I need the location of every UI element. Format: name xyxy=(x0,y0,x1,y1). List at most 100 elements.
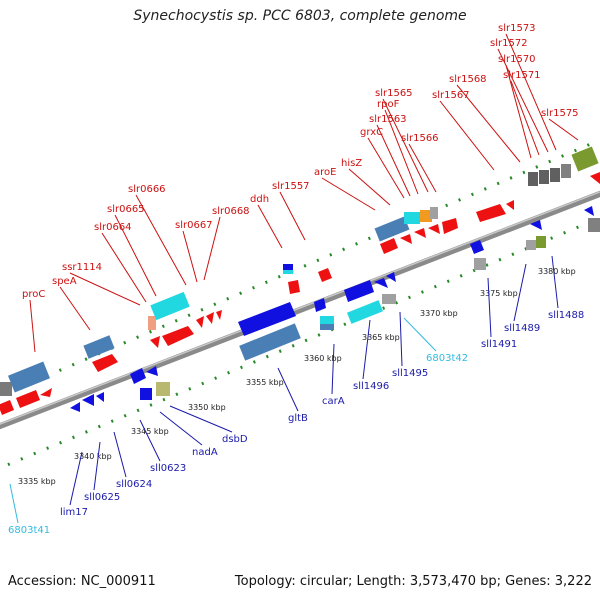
label-leader-slr1572 xyxy=(497,48,549,153)
gene-label-sll1495: sll1495 xyxy=(392,368,428,379)
gene-label-slr0664: slr0664 xyxy=(94,222,132,233)
label-leader-sll1495 xyxy=(399,311,403,367)
gene-label-sll1496: sll1496 xyxy=(353,381,389,392)
gene-label-gltb: gltB xyxy=(288,413,308,424)
gene-arrow-12 xyxy=(380,238,398,254)
gene-block-gray-1 xyxy=(430,207,438,219)
gene-label-proc: proC xyxy=(22,289,45,300)
gene-block-gray-left xyxy=(0,382,12,396)
label-leader-aroe xyxy=(321,177,376,211)
rev-arrow-10 xyxy=(386,272,396,282)
rev-arrow-9 xyxy=(374,278,388,288)
gene-block-gray-4 xyxy=(550,168,560,182)
label-leader-slr1568 xyxy=(456,84,521,163)
gene-block-gray-2 xyxy=(528,172,538,186)
label-leader-sll0624 xyxy=(113,431,127,478)
upper-gene-shapes xyxy=(0,146,600,415)
label-leader-slr1573 xyxy=(505,33,557,151)
gene-block-orange xyxy=(420,210,432,222)
rev-arrow-7 xyxy=(314,298,326,312)
rev-arrow-4 xyxy=(130,368,146,384)
scale-labels: 3335 kbp 3340 kbp 3345 kbp 3350 kbp 3355 kbp… xyxy=(18,267,576,486)
label-leader-lim17 xyxy=(69,451,83,506)
gene-arrow-18 xyxy=(506,200,514,210)
label-leader-sll1489 xyxy=(513,263,527,322)
accession-text: Accession: NC_000911 xyxy=(8,574,156,589)
gene-arrow-16 xyxy=(442,218,458,234)
label-leader-sll1491 xyxy=(487,277,492,338)
gene-label-slr1565: slr1565 xyxy=(375,88,413,99)
scale-label-3340-kbp: 3340 kbp xyxy=(74,452,112,461)
gene-label-grxc: grxC xyxy=(360,127,383,138)
gene-label-ddh: ddh xyxy=(250,194,269,205)
rev-block-olive xyxy=(156,382,170,396)
rev-block-gray-2 xyxy=(474,258,486,270)
gene-label-slr1575: slr1575 xyxy=(541,108,579,119)
label-leader-proc xyxy=(29,299,36,353)
label-leader-slr1575 xyxy=(548,118,579,141)
label-leader-slr1563 xyxy=(376,124,411,197)
gene-arrow-2 xyxy=(16,390,40,408)
gene-arrow-7 xyxy=(196,316,204,328)
rev-block-olive-2 xyxy=(536,236,546,248)
gene-label-slr0665: slr0665 xyxy=(107,204,145,215)
label-leader-ddh xyxy=(257,204,283,249)
label-leader-slr0666 xyxy=(135,194,187,286)
rev-block-operon-1 xyxy=(239,323,301,361)
rev-arrow-12 xyxy=(530,220,542,230)
gene-label-hisz: hisZ xyxy=(341,158,362,169)
gene-label-sll0624: sll0624 xyxy=(116,479,152,490)
label-leader-gltb xyxy=(277,367,299,412)
gene-block-small-1 xyxy=(148,316,156,330)
genome-title: Synechocystis sp. PCC 6803, complete gen… xyxy=(133,8,467,24)
label-leader-slr1570 xyxy=(505,64,532,159)
label-leader-6803t41 xyxy=(9,483,19,524)
gene-arrow-5 xyxy=(150,336,160,348)
label-leader-6803t42 xyxy=(403,317,437,352)
rev-block-operon-2 xyxy=(320,324,334,330)
label-leader-hisz xyxy=(348,168,391,206)
gene-label-sll1488: sll1488 xyxy=(548,310,584,321)
label-leader-slr0665 xyxy=(114,214,157,297)
gene-label-slr0667: slr0667 xyxy=(175,220,213,231)
gene-arrow-3 xyxy=(40,388,52,397)
label-leader-nada xyxy=(159,411,203,446)
gene-label-slr1571: slr1571 xyxy=(503,70,541,81)
lower-gene-labels: lim17 sll0625 sll0624 sll0623 nadA dsbD gltB ca… xyxy=(8,255,584,536)
genome-backbone-highlight xyxy=(0,191,600,425)
lower-gene-shapes xyxy=(70,206,600,412)
rna-label-6803t41: 6803t41 xyxy=(8,525,50,536)
scale-label-3345-kbp: 3345 kbp xyxy=(131,427,169,436)
label-leader-slr1566 xyxy=(408,143,437,193)
gene-label-slr0666: slr0666 xyxy=(128,184,166,195)
gene-arrow-11 xyxy=(318,268,332,282)
gene-arrow-17 xyxy=(476,204,506,222)
label-leader-slr0664 xyxy=(101,232,147,303)
rev-block-gray-3 xyxy=(526,240,536,250)
gene-label-sll0625: sll0625 xyxy=(84,492,120,503)
label-leader-slr1571 xyxy=(510,80,540,156)
gene-block-gray-5 xyxy=(561,164,571,178)
scale-label-3365-kbp: 3365 kbp xyxy=(362,333,400,342)
gene-label-spea: speA xyxy=(52,276,77,287)
label-leader-rpof xyxy=(384,109,419,195)
scale-label-3375-kbp: 3375 kbp xyxy=(480,289,518,298)
label-leader-slr1567 xyxy=(439,100,495,171)
gene-block-olive xyxy=(571,146,599,172)
gene-label-dsbd: dsbD xyxy=(222,434,248,445)
label-leader-spea xyxy=(59,286,91,331)
label-leader-sll1496 xyxy=(362,319,371,380)
label-leader-slr0667 xyxy=(182,230,198,283)
lower-track-ticks xyxy=(0,216,600,470)
gene-block-operon-3 xyxy=(374,216,410,242)
gene-arrow-9 xyxy=(216,310,222,320)
gene-label-cara: carA xyxy=(322,396,345,407)
gene-block-rna-3 xyxy=(404,212,420,224)
gene-arrow-19 xyxy=(590,172,600,184)
rev-block-rna-1 xyxy=(320,316,334,324)
label-leader-grxc xyxy=(367,137,405,199)
gene-label-sll0623: sll0623 xyxy=(150,463,186,474)
gene-label-slr1572: slr1572 xyxy=(490,38,528,49)
scale-label-3355-kbp: 3355 kbp xyxy=(246,378,284,387)
